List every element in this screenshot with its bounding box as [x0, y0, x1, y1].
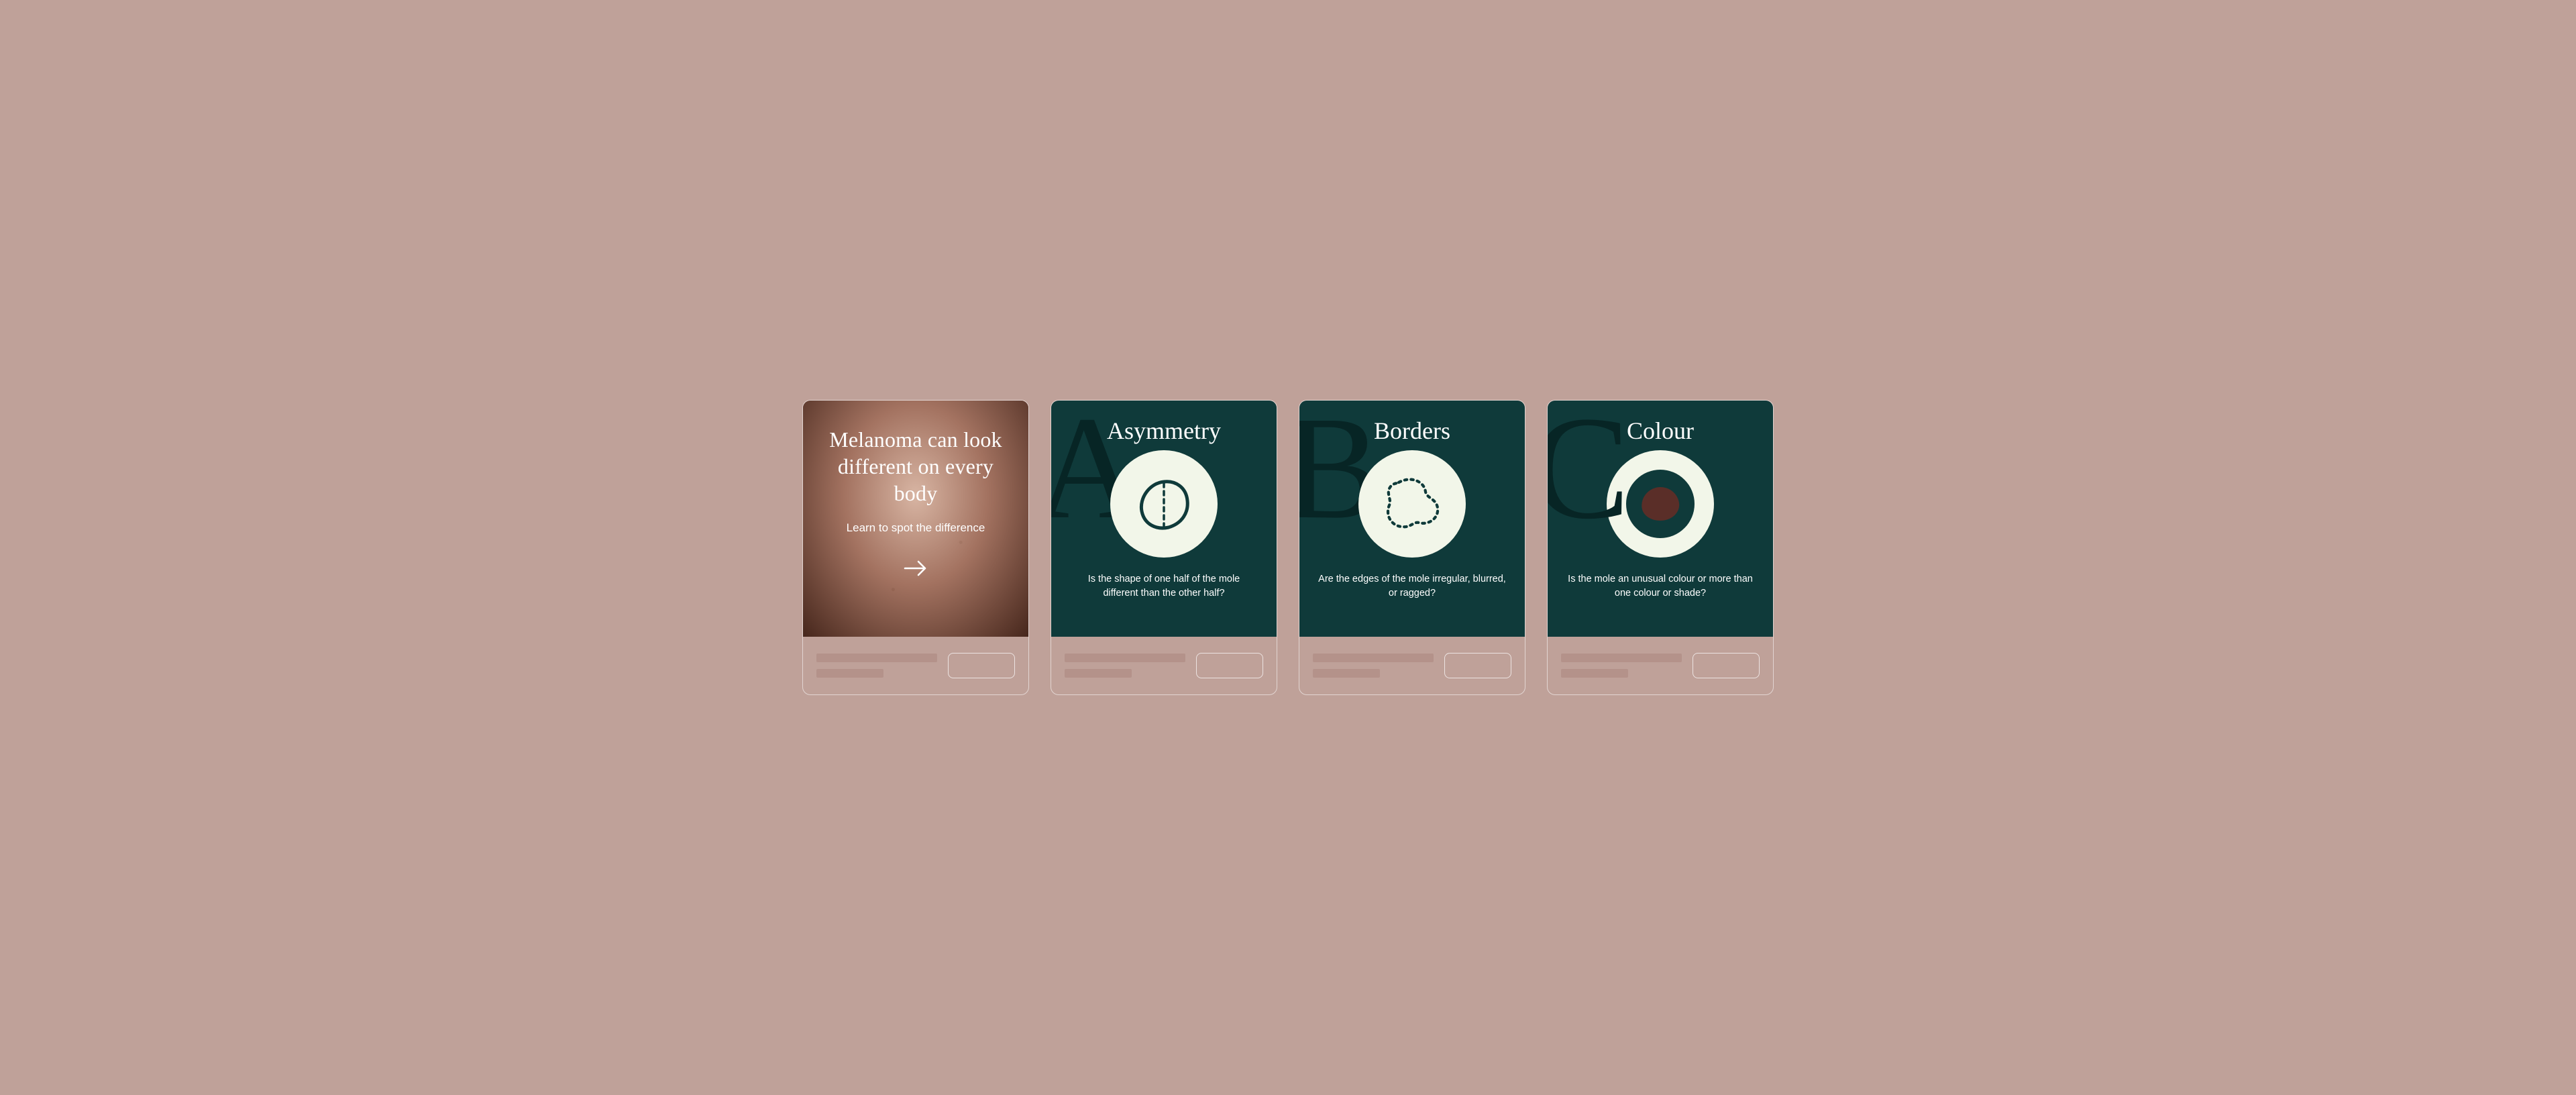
- intro-card-main: Melanoma can look different on every bod…: [803, 401, 1028, 637]
- placeholder-button[interactable]: [948, 653, 1015, 678]
- card-footer-placeholder: [1051, 637, 1277, 694]
- info-card-title: Colour: [1627, 417, 1694, 445]
- placeholder-button[interactable]: [1693, 653, 1760, 678]
- info-card-main: B Borders Are the edges of the mole irre…: [1299, 401, 1525, 637]
- card-footer-placeholder: [1548, 637, 1773, 694]
- placeholder-line: [816, 669, 883, 678]
- placeholder-text-lines: [1065, 654, 1185, 678]
- placeholder-line: [1561, 669, 1628, 678]
- info-card-title: Borders: [1374, 417, 1450, 445]
- intro-card[interactable]: Melanoma can look different on every bod…: [802, 400, 1029, 695]
- intro-subtitle: Learn to spot the difference: [847, 521, 985, 535]
- placeholder-text-lines: [1313, 654, 1434, 678]
- arrow-right-icon[interactable]: [901, 554, 930, 583]
- info-card-description: Are the edges of the mole irregular, blu…: [1318, 572, 1506, 601]
- placeholder-line: [1065, 669, 1132, 678]
- info-card-title: Asymmetry: [1107, 417, 1221, 445]
- info-card-asymmetry[interactable]: A Asymmetry Is the shape of one half of …: [1051, 400, 1277, 695]
- asymmetry-icon: [1110, 450, 1218, 558]
- info-card-borders[interactable]: B Borders Are the edges of the mole irre…: [1299, 400, 1525, 695]
- colour-icon-mid: [1626, 470, 1695, 538]
- info-card-description: Is the mole an unusual colour or more th…: [1566, 572, 1754, 601]
- placeholder-line: [1065, 654, 1185, 662]
- placeholder-button[interactable]: [1196, 653, 1263, 678]
- colour-icon: [1607, 450, 1714, 558]
- card-footer-placeholder: [803, 637, 1028, 694]
- placeholder-line: [1561, 654, 1682, 662]
- info-card-main: C Colour Is the mole an unusual colour o…: [1548, 401, 1773, 637]
- info-card-main: A Asymmetry Is the shape of one half of …: [1051, 401, 1277, 637]
- placeholder-line: [816, 654, 937, 662]
- card-carousel: Melanoma can look different on every bod…: [775, 373, 1801, 722]
- info-card-colour[interactable]: C Colour Is the mole an unusual colour o…: [1547, 400, 1774, 695]
- colour-icon-inner: [1640, 485, 1681, 523]
- info-card-description: Is the shape of one half of the mole dif…: [1070, 572, 1258, 601]
- card-footer-placeholder: [1299, 637, 1525, 694]
- placeholder-line: [1313, 669, 1380, 678]
- borders-icon: [1358, 450, 1466, 558]
- intro-title: Melanoma can look different on every bod…: [822, 426, 1010, 507]
- placeholder-button[interactable]: [1444, 653, 1511, 678]
- placeholder-text-lines: [1561, 654, 1682, 678]
- placeholder-line: [1313, 654, 1434, 662]
- placeholder-text-lines: [816, 654, 937, 678]
